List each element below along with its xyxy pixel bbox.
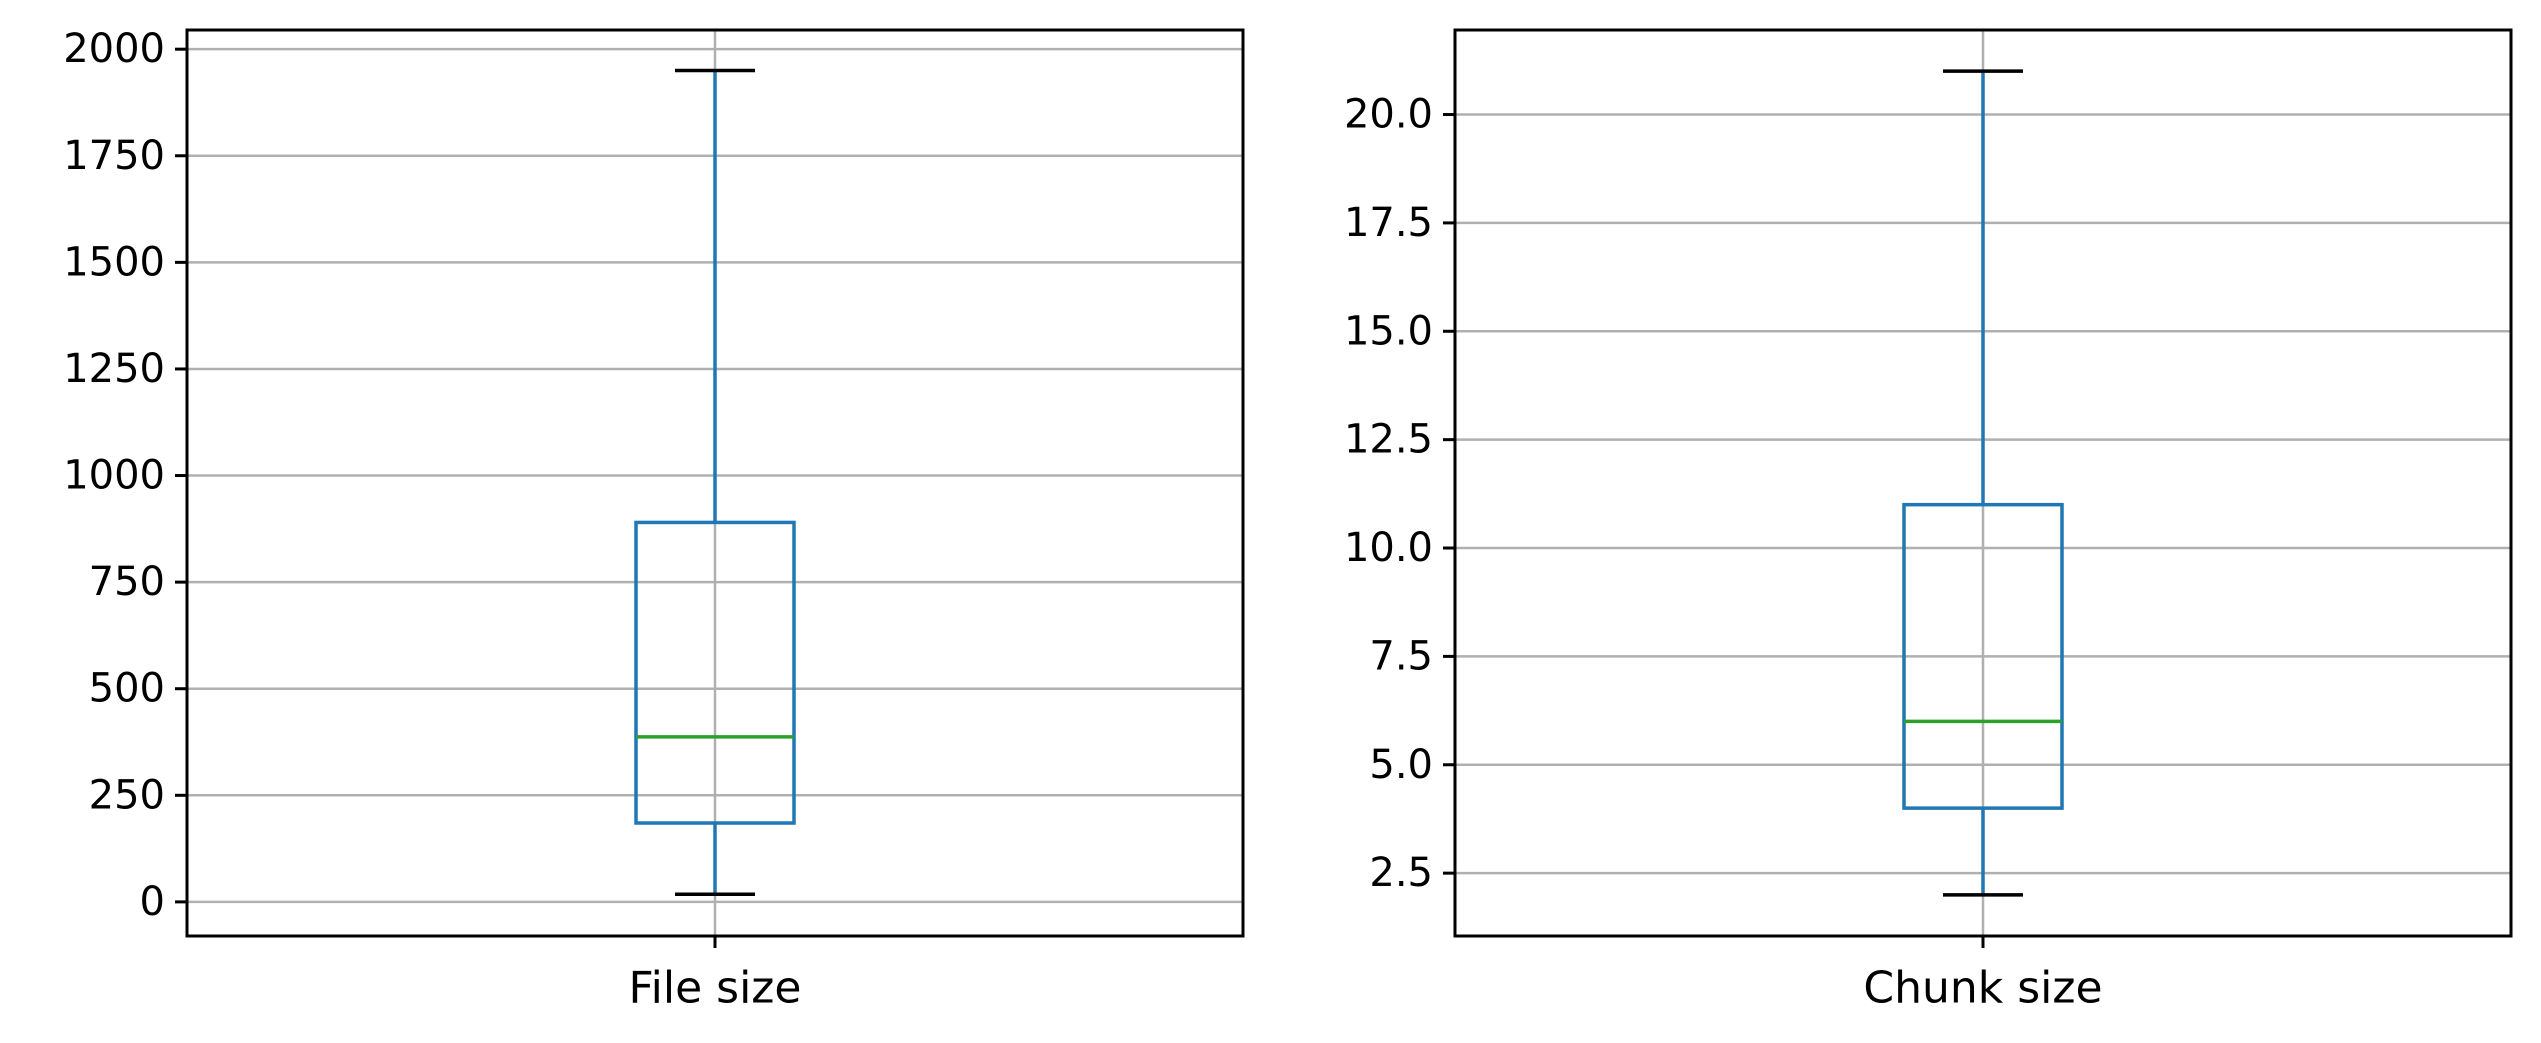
y-tick-label: 12.5	[1344, 417, 1433, 463]
y-tick-label: 15.0	[1344, 308, 1433, 354]
y-tick-label: 750	[89, 559, 165, 605]
chunk-size-panel: 2.5 5.0 7.5 10.0 12.5 15.0 17.5 20.0 Chunk size	[1344, 28, 2513, 1014]
y-tick-label: 20.0	[1344, 92, 1433, 138]
y-tick-label: 1500	[63, 239, 165, 285]
axes-frame	[1453, 28, 2513, 938]
y-tick-label: 2.5	[1369, 850, 1433, 896]
iqr-box	[1902, 502, 2064, 810]
y-tick-label: 5.0	[1369, 742, 1433, 788]
y-tick-label: 7.5	[1369, 633, 1433, 679]
file-size-panel: 0 250 500 750 1000 1250 1500 1750 2000 File size	[63, 26, 1245, 1014]
y-tick-label: 17.5	[1344, 200, 1433, 246]
y-tick-label: 500	[89, 666, 165, 712]
iqr-box	[634, 520, 796, 825]
y-tick-label: 0	[140, 879, 165, 925]
axes-frame	[185, 28, 1245, 938]
y-tick-label: 1750	[63, 133, 165, 179]
y-tick-label: 2000	[63, 26, 165, 72]
y-tick-label: 1250	[63, 346, 165, 392]
y-tick-label: 1000	[63, 453, 165, 499]
x-category-label: File size	[629, 963, 802, 1014]
y-tick-label: 10.0	[1344, 525, 1433, 571]
y-tick-label: 250	[89, 772, 165, 818]
x-category-label: Chunk size	[1863, 963, 2102, 1014]
